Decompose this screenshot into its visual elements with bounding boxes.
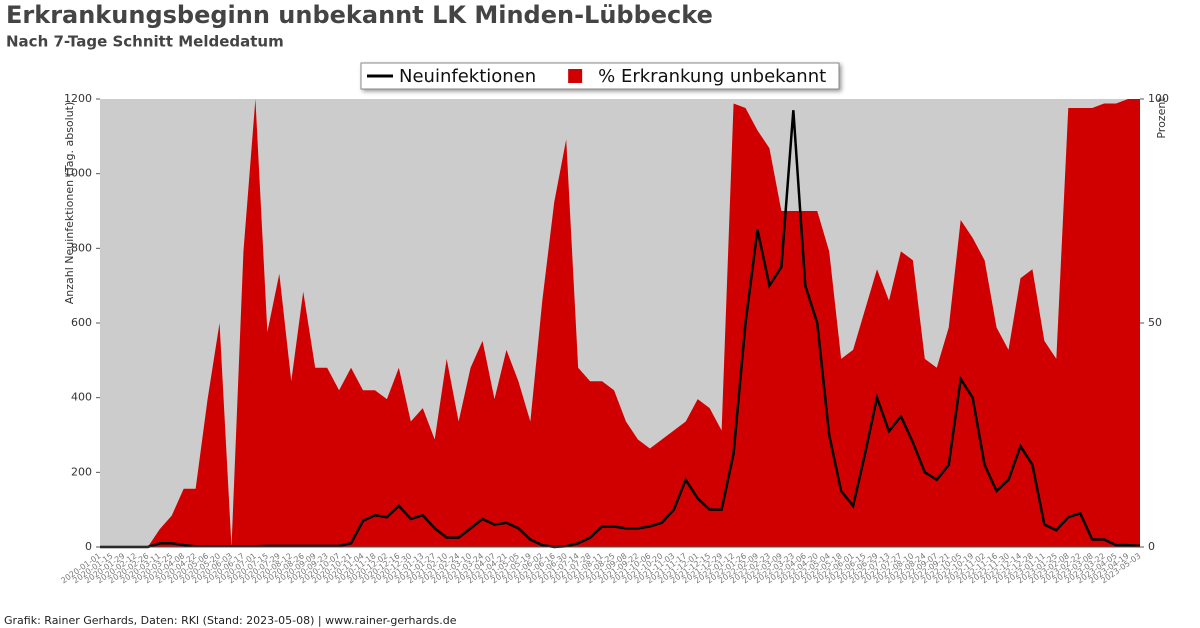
legend-box	[360, 62, 840, 90]
y2-tick-label: 50	[1148, 316, 1162, 329]
area	[100, 99, 1140, 547]
y-tick-label: 0	[85, 540, 92, 553]
chart-subtitle: Nach 7-Tage Schnitt Meldedatum	[6, 33, 284, 51]
y2-tick-label: 100	[1148, 92, 1169, 105]
y-tick-label: 200	[71, 465, 92, 478]
y-tick-label: 600	[71, 316, 92, 329]
line	[100, 110, 1141, 549]
y-tick-label: 1000	[64, 167, 92, 180]
y-tick-label: 800	[71, 241, 92, 254]
y-tick-label: 400	[71, 391, 92, 404]
legend-swatch	[568, 69, 583, 83]
legend-label: Neuinfektionen	[399, 66, 536, 87]
y-axis-label: Anzahl Neuinfektionen (Tag. absolut)	[63, 102, 76, 305]
y-tick-label: 1200	[64, 92, 92, 105]
y2-axis-label: Prozent	[1155, 97, 1168, 139]
chart-title: Erkrankungsbeginn unbekannt LK Minden-Lü…	[6, 1, 713, 29]
legend: Neuinfektionen % Erkrankung unbekannt	[360, 62, 840, 90]
y2-tick-label: 0	[1148, 540, 1155, 553]
footer: Grafik: Rainer Gerhards, Daten: RKI (Sta…	[4, 614, 457, 627]
legend-label: % Erkrankung unbekannt	[598, 66, 826, 87]
